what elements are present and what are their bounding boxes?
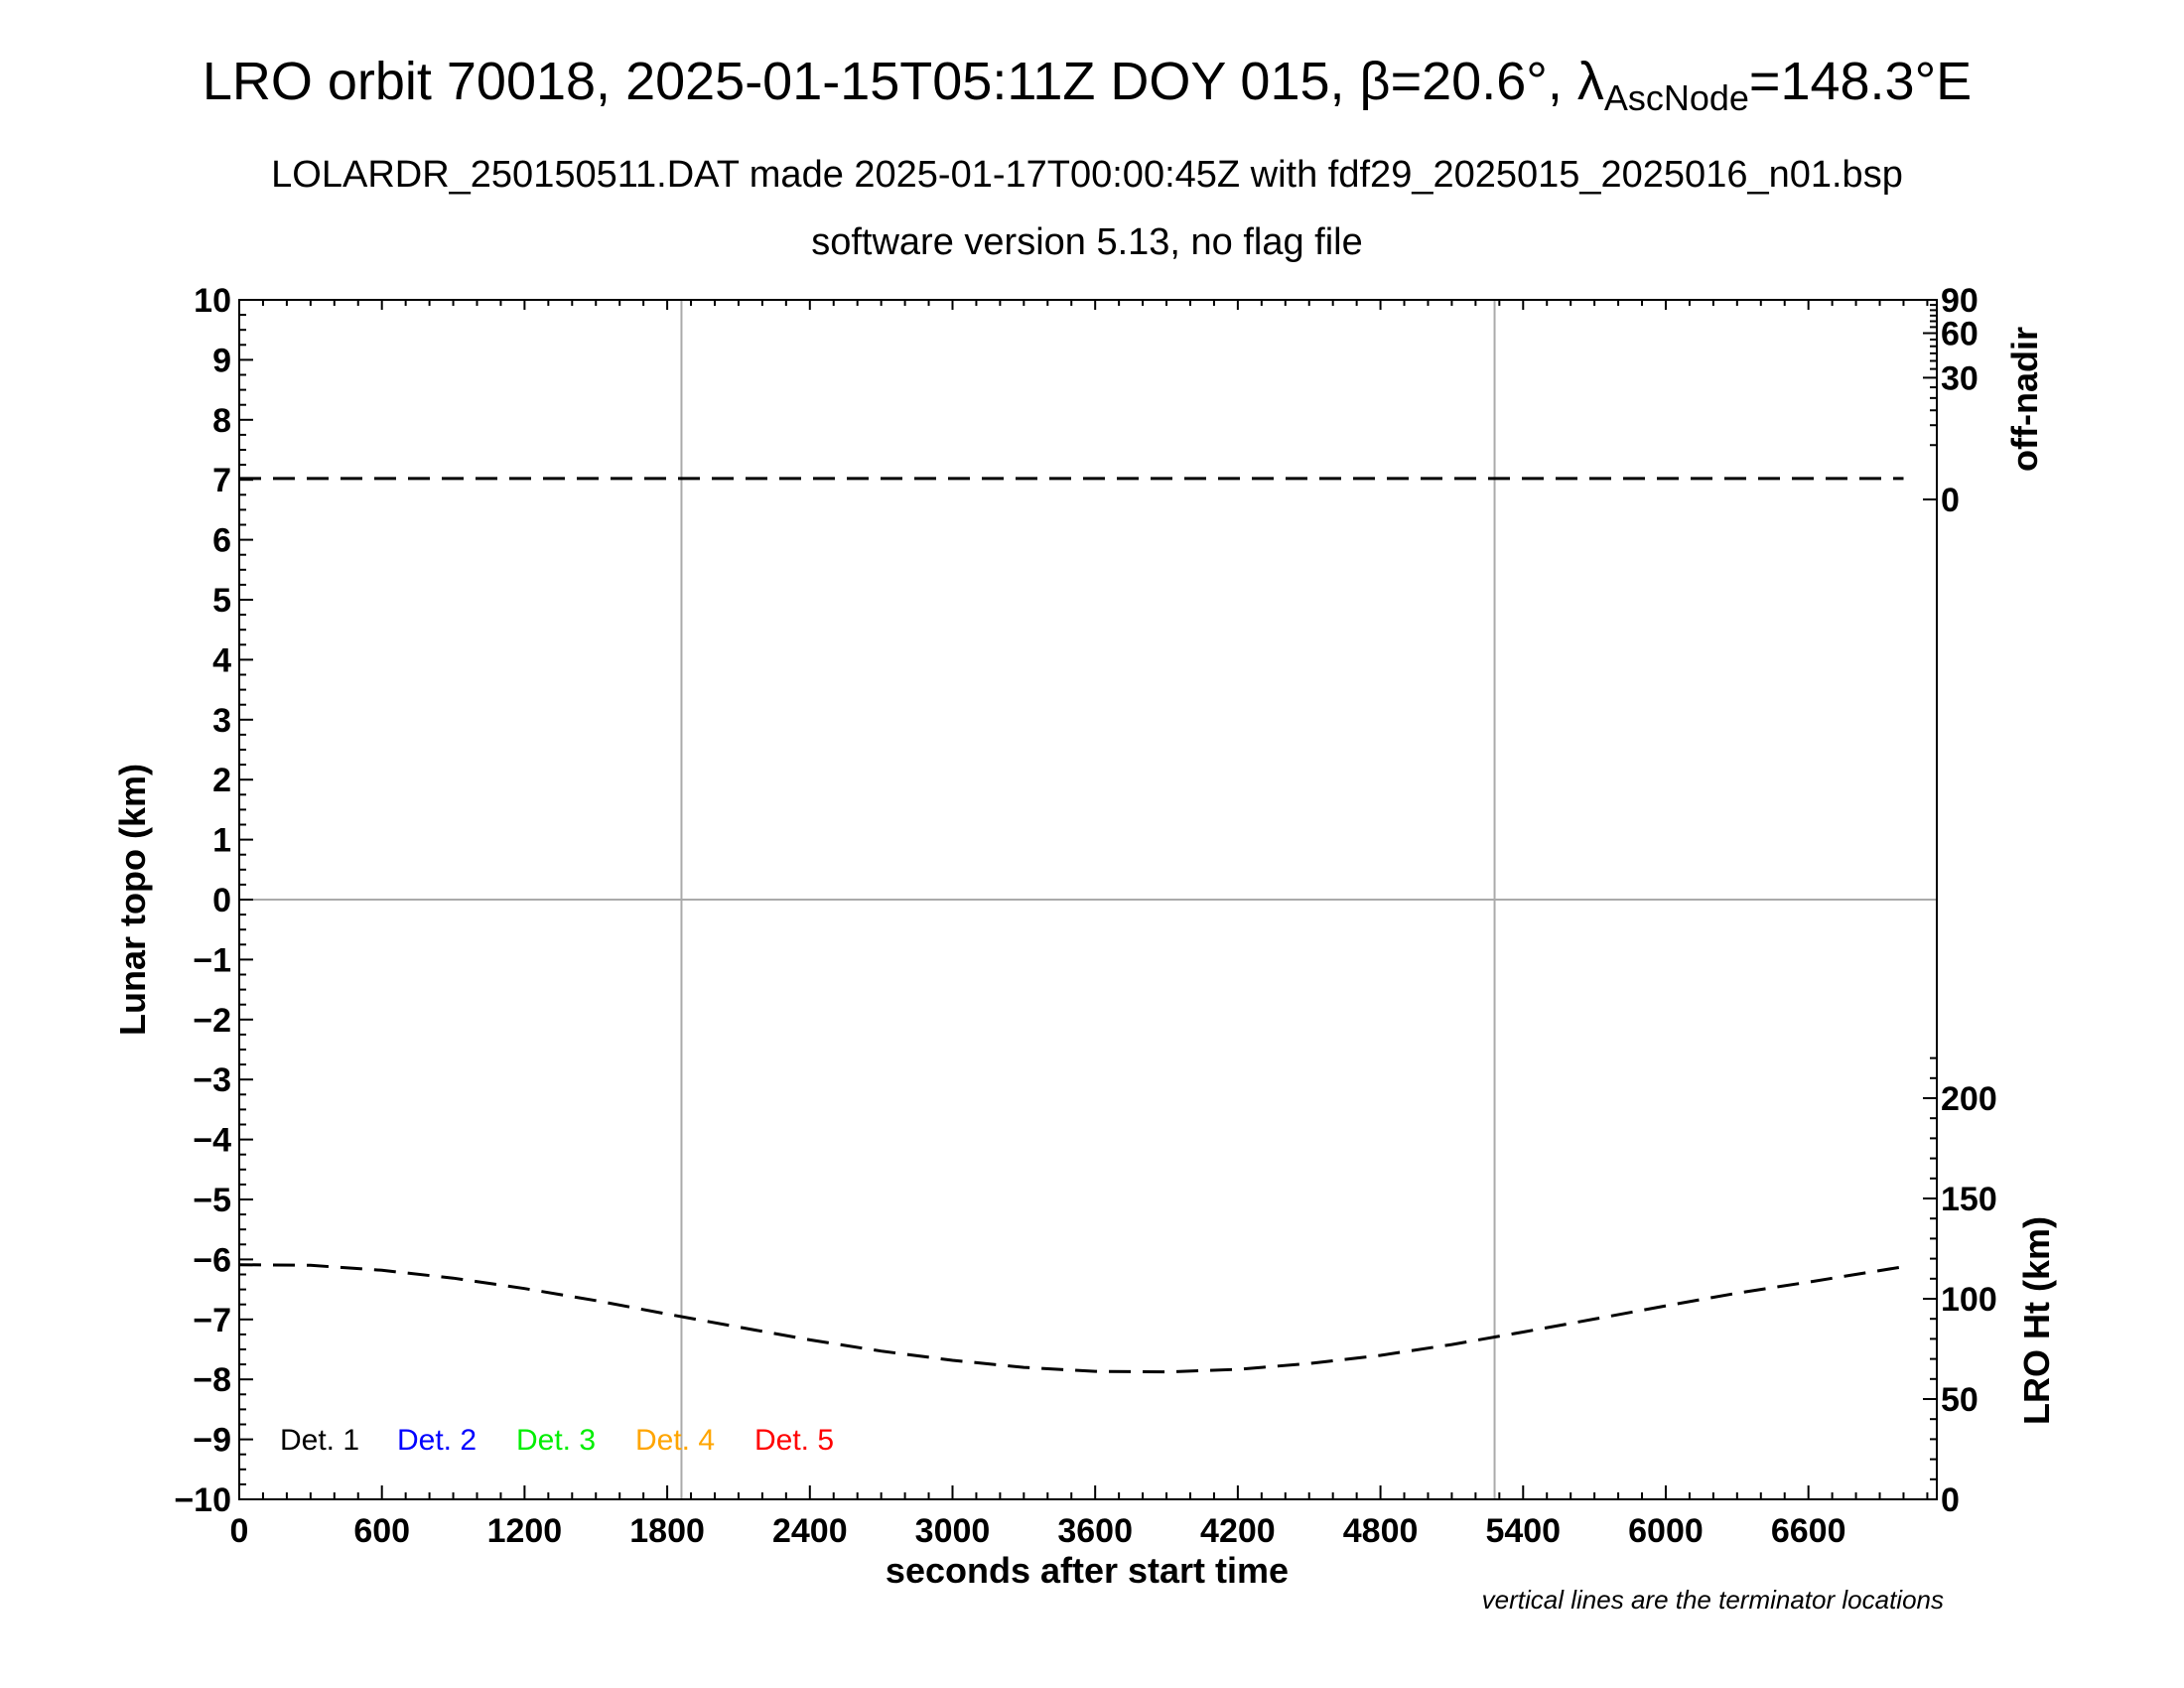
lro-ht-tick-label: 100: [1941, 1281, 1997, 1319]
chart-subtitle-file: LOLARDR_250150511.DAT made 2025-01-17T00…: [271, 154, 1903, 196]
lro-ht-tick-label: 200: [1941, 1080, 1997, 1118]
y-tick-label: 5: [212, 582, 231, 620]
y-tick-label: −1: [193, 941, 231, 979]
y-tick-label: 10: [194, 282, 231, 320]
lro-ht-tick-label: 0: [1941, 1481, 1960, 1519]
x-tick-label: 6000: [1628, 1512, 1704, 1550]
legend-item-det-5: Det. 5: [754, 1424, 834, 1457]
x-tick-label: 600: [353, 1512, 410, 1550]
grid-lines: [239, 300, 1937, 1499]
x-tick-label: 0: [230, 1512, 249, 1550]
y-tick-label: 6: [212, 522, 231, 560]
x-tick-labels: 0 600 1200 1800 2400 3000 3600 4200 4800 5400 6000…: [230, 1512, 1846, 1550]
x-tick-label: 1200: [487, 1512, 563, 1550]
legend-item-det-1: Det. 1: [280, 1424, 359, 1457]
lro-ht-axis-label: LRO Ht (km): [2016, 1216, 2057, 1425]
off-nadir-tick-label: 30: [1941, 359, 1979, 397]
off-nadir-axis-label: off-nadir: [2004, 327, 2045, 472]
legend-item-det-2: Det. 2: [397, 1424, 477, 1457]
lro-ht-tick-label: 150: [1941, 1181, 1997, 1218]
lro-ht-tick-label: 50: [1941, 1381, 1979, 1419]
y-tick-label: −6: [193, 1241, 231, 1279]
y-tick-label: 1: [212, 822, 231, 860]
y-tick-label: 8: [212, 402, 231, 440]
y-tick-label: 9: [212, 342, 231, 379]
x-tick-label: 3000: [915, 1512, 991, 1550]
off-nadir-tick-label: 60: [1941, 316, 1979, 353]
y-tick-label: 0: [212, 882, 231, 919]
y-tick-label: 2: [212, 762, 231, 799]
y-tick-label: 4: [212, 641, 231, 679]
x-tick-label: 1800: [629, 1512, 705, 1550]
y-tick-label: −7: [193, 1302, 231, 1339]
x-tick-label: 4800: [1343, 1512, 1419, 1550]
terminator-note: vertical lines are the terminator locati…: [1482, 1585, 1944, 1615]
y-tick-label: −8: [193, 1361, 231, 1399]
x-tick-label: 5400: [1485, 1512, 1561, 1550]
axis-ticks: [238, 299, 1937, 1500]
plot-frame: [238, 299, 1938, 1500]
legend: Det. 1 Det. 2 Det. 3 Det. 4 Det. 5: [280, 1424, 834, 1457]
y-tick-label: −4: [193, 1122, 231, 1160]
off-nadir-tick-label: 0: [1941, 482, 1960, 519]
y-tick-label: −2: [193, 1002, 231, 1040]
y-tick-label: −10: [174, 1481, 231, 1519]
x-tick-label: 3600: [1057, 1512, 1133, 1550]
y-tick-label: −5: [193, 1182, 231, 1219]
lro-height-line: [238, 1263, 1904, 1374]
x-tick-label: 2400: [772, 1512, 848, 1550]
legend-item-det-3: Det. 3: [516, 1424, 596, 1457]
y-tick-label: 7: [212, 462, 231, 499]
x-axis-label: seconds after start time: [886, 1550, 1289, 1591]
chart-subtitle-software: software version 5.13, no flag file: [811, 221, 1363, 263]
y-tick-label: −9: [193, 1422, 231, 1460]
y-tick-label: 3: [212, 702, 231, 740]
x-tick-label: 4200: [1200, 1512, 1276, 1550]
legend-item-det-4: Det. 4: [635, 1424, 715, 1457]
y-axis-label: Lunar topo (km): [112, 764, 153, 1036]
y-tick-label: −3: [193, 1061, 231, 1099]
x-tick-label: 6600: [1771, 1512, 1846, 1550]
chart-title: LRO orbit 70018, 2025-01-15T05:11Z DOY 0…: [203, 52, 1972, 118]
off-nadir-tick-label: 90: [1941, 282, 1979, 320]
data-series: [238, 477, 1904, 1374]
